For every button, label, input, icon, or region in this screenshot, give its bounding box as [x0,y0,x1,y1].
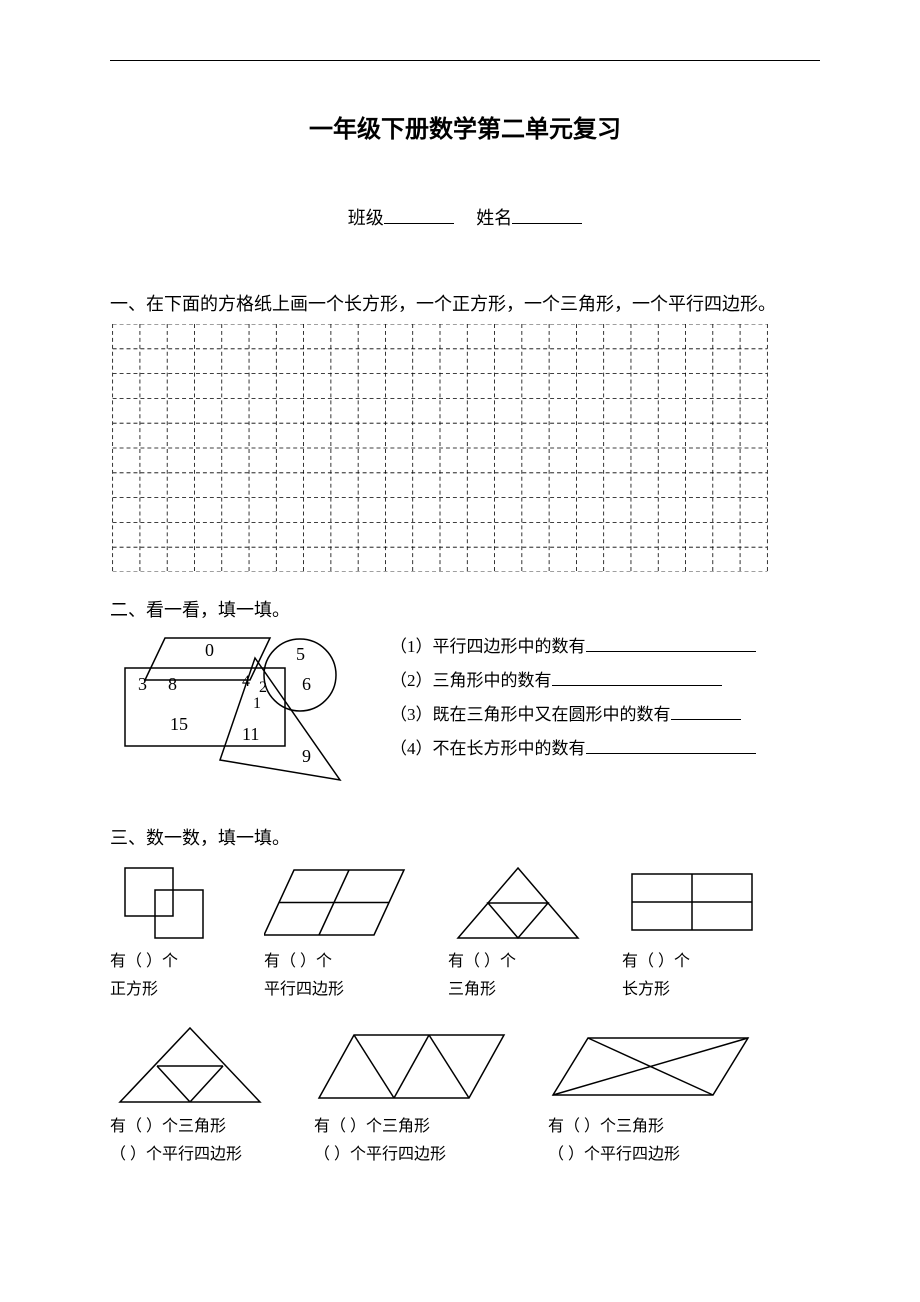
svg-text:9: 9 [302,746,311,766]
svg-text:15: 15 [170,714,188,734]
class-blank[interactable] [384,205,454,224]
svg-text:3: 3 [138,674,147,694]
q3-item-parallelograms: 有（ ）个 平行四边形 [264,860,414,1002]
q3-item-rectangles: 有（ ）个 长方形 [622,860,762,1002]
section2-diagram: 0 3 8 15 4 2 1 11 5 6 9 [110,630,360,800]
svg-text:4: 4 [242,673,250,690]
q2-blank-1[interactable] [586,634,756,652]
q3-item-squares: 有（ ）个 正方形 [110,860,230,1002]
section2-heading: 二、看一看，填一填。 [110,596,820,622]
q3-item-a: 有（ ）个三角形 （ ）个平行四边形 [110,1020,280,1167]
q2-blank-3[interactable] [671,702,741,720]
shape-parallelogram-grid [264,860,414,945]
shape-para-diagonals [548,1020,758,1110]
shape-rectangle-grid [622,860,762,945]
name-label: 姓名 [476,208,512,228]
svg-text:6: 6 [302,674,311,694]
student-info-line: 班级 姓名 [110,204,820,230]
svg-text:8: 8 [168,674,177,694]
q2-item-1: （1）平行四边形中的数有 [390,630,756,664]
shape-triangle-with-para [110,1020,280,1110]
svg-text:0: 0 [205,640,214,660]
svg-text:11: 11 [242,724,259,744]
q2-blank-4[interactable] [586,736,756,754]
section3-row2: 有（ ）个三角形 （ ）个平行四边形 有（ ）个三角形 （ ）个平行四边形 有（… [110,1020,820,1167]
section2-questions: （1）平行四边形中的数有 （2）三角形中的数有 （3）既在三角形中又在圆形中的数… [390,630,756,766]
q3-item-triangles: 有（ ）个 三角形 [448,860,588,1002]
grid-paper[interactable] [110,324,770,572]
q2-blank-2[interactable] [552,668,722,686]
section1-heading: 一、在下面的方格纸上画一个长方形，一个正方形，一个三角形，一个平行四边形。 [110,290,820,316]
section3-row1: 有（ ）个 正方形 有（ ）个 平行四边形 有（ ）个 三角形 [110,860,820,1002]
name-blank[interactable] [512,205,582,224]
q3-item-c: 有（ ）个三角形 （ ）个平行四边形 [548,1020,758,1167]
svg-text:5: 5 [296,644,305,664]
svg-text:2: 2 [259,679,267,696]
q3-item-b: 有（ ）个三角形 （ ）个平行四边形 [314,1020,514,1167]
section3-heading: 三、数一数，填一填。 [110,824,820,850]
shape-triangle-inner [448,860,588,945]
q2-item-4: （4）不在长方形中的数有 [390,732,756,766]
shape-para-three-tri [314,1020,514,1110]
q2-item-2: （2）三角形中的数有 [390,664,756,698]
shape-overlapping-squares [110,860,230,945]
svg-text:1: 1 [253,695,261,712]
top-horizontal-rule [110,60,820,61]
q2-item-3: （3）既在三角形中又在圆形中的数有 [390,698,756,732]
page-title: 一年级下册数学第二单元复习 [110,109,820,144]
class-label: 班级 [348,208,384,228]
